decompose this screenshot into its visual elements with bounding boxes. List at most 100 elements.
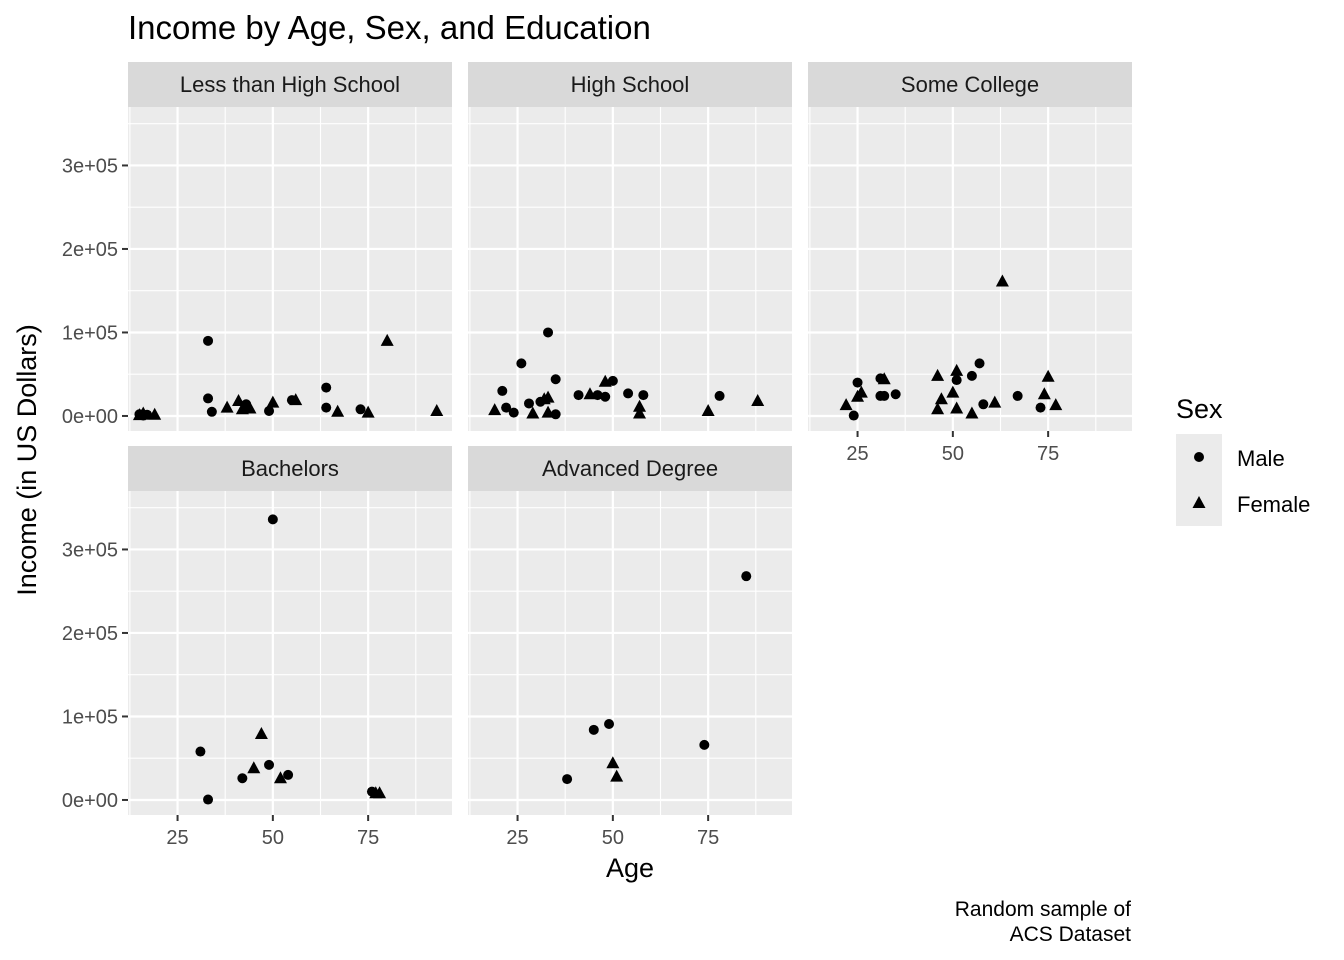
point-male [195, 746, 206, 757]
point-female [965, 406, 979, 419]
point-female [361, 405, 375, 418]
point-male [638, 390, 649, 401]
point-female [583, 387, 597, 400]
y-tick-label: 2e+05 [62, 623, 118, 645]
point-female [220, 400, 234, 413]
facet-less-than-high-school: Less than High School 0e+00 1e+05 2e+05 3e+0… [62, 62, 452, 431]
point-male [508, 407, 519, 418]
point-male [600, 391, 611, 402]
point-female [373, 786, 387, 799]
point-male [966, 370, 977, 381]
x-tick-label: 50 [262, 827, 284, 849]
point-female [946, 385, 960, 398]
point-female [701, 403, 715, 416]
y-tick-label: 3e+05 [62, 155, 118, 177]
point-male [203, 335, 214, 346]
point-female [988, 395, 1002, 408]
point-female [877, 372, 891, 385]
point-female [1049, 398, 1063, 411]
point-male [623, 388, 634, 399]
point-male [890, 389, 901, 400]
point-female [633, 406, 647, 419]
facet-bachelors: Bachelors 25 50 75 0e+00 1e+05 2e+05 3e+05 [62, 446, 452, 849]
x-tick-label: 25 [166, 827, 188, 849]
panel-bg-high-school [468, 107, 792, 431]
panel-bg-less-than-high-school [128, 107, 452, 431]
y-tick-label: 0e+00 [62, 790, 118, 812]
point-female [751, 393, 765, 406]
point-female [289, 393, 303, 406]
legend-key-triangle [1192, 496, 1206, 508]
point-female [1037, 387, 1051, 400]
point-female [541, 390, 555, 403]
facet-high-school: High School [468, 62, 792, 431]
point-male [264, 405, 275, 416]
point-female [232, 393, 246, 406]
strip-bachelors [128, 446, 452, 491]
strip-label-bachelors: Bachelors [241, 456, 339, 481]
strip-advanced-degree [468, 446, 792, 491]
point-female [247, 761, 261, 774]
point-male [1035, 402, 1046, 413]
point-male [203, 794, 214, 805]
strip-less-than-high-school [128, 62, 452, 107]
point-male [848, 410, 859, 421]
point-female [148, 407, 162, 420]
point-male [741, 571, 752, 582]
x-tick-label: 25 [506, 827, 528, 849]
strip-some-college [808, 62, 1132, 107]
point-female [526, 406, 540, 419]
point-male [573, 390, 584, 401]
point-female [633, 399, 647, 412]
point-male [516, 358, 527, 369]
y-tick-label: 1e+05 [62, 322, 118, 344]
point-male [264, 759, 275, 770]
facet-some-college: Some College 25 50 75 [808, 62, 1132, 465]
point-male [562, 774, 573, 785]
point-female [610, 769, 624, 782]
point-male [1012, 390, 1023, 401]
point-female [243, 401, 257, 414]
point-female [331, 404, 345, 417]
point-female [1041, 369, 1055, 382]
strip-label-advanced-degree: Advanced Degree [542, 456, 718, 481]
point-female [430, 403, 444, 416]
point-female [380, 333, 394, 346]
point-male [550, 374, 561, 385]
point-male [501, 402, 512, 413]
y-axis-title: Income (in US Dollars) [12, 324, 42, 596]
point-male [321, 402, 332, 413]
point-female [950, 401, 964, 414]
point-female [266, 395, 280, 408]
point-female [934, 392, 948, 405]
strip-label-less-than-high-school: Less than High School [180, 72, 400, 97]
point-female [136, 406, 150, 419]
point-female [931, 368, 945, 381]
panel-bg-bachelors [128, 491, 452, 815]
chart-title: Income by Age, Sex, and Education [128, 9, 651, 46]
strip-label-some-college: Some College [901, 72, 1039, 97]
legend: Sex Male Female [1176, 394, 1310, 526]
point-male [497, 385, 508, 396]
point-female [541, 405, 555, 418]
x-axis-title: Age [606, 853, 654, 883]
point-female [854, 385, 868, 398]
x-tick-label: 25 [846, 443, 868, 465]
x-tick-label: 50 [942, 443, 964, 465]
legend-title: Sex [1176, 394, 1223, 424]
y-tick-label: 1e+05 [62, 706, 118, 728]
point-male [978, 399, 989, 410]
point-male [974, 358, 985, 369]
point-male [523, 398, 534, 409]
y-tick-label: 3e+05 [62, 539, 118, 561]
strip-high-school [468, 62, 792, 107]
point-female [254, 727, 268, 739]
facet-panels: Less than High School 0e+00 1e+05 2e+05 3e+0… [62, 62, 1132, 849]
point-male [321, 382, 332, 393]
caption-line-1: Random sample of [955, 898, 1131, 921]
point-male [267, 514, 278, 525]
point-male [355, 404, 366, 415]
point-male [699, 739, 710, 750]
point-female [839, 398, 853, 411]
point-male [203, 393, 214, 404]
